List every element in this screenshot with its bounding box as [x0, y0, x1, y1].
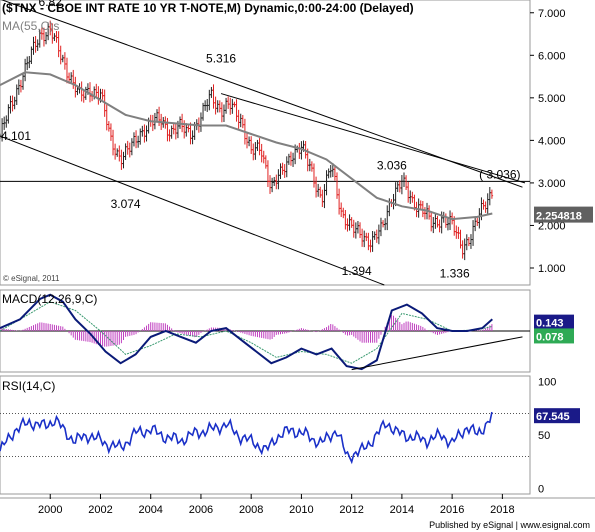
price-annotation: 4.101 — [1, 129, 31, 143]
x-tick-label: 2000 — [38, 504, 62, 516]
ma-legend: MA(55,C)s — [2, 19, 59, 33]
price-layer: 6.82 5.316 4.101 3.074 3.036 ( 3.036) 1.394 1.3… — [0, 0, 593, 286]
price-value-box — [534, 206, 593, 223]
price-annotation: 1.394 — [342, 264, 372, 278]
price-annotation: 3.074 — [111, 197, 141, 211]
price-ytick-label: 5.000 — [538, 93, 566, 105]
x-tick-label: 2002 — [88, 504, 112, 516]
trend-line-0 — [0, 0, 523, 188]
macd-trend-line — [351, 336, 523, 371]
price-ytick-label: 4.000 — [538, 135, 566, 147]
price-annotation: 3.036 — [377, 158, 407, 172]
rsi-ytick-label: 100 — [538, 376, 556, 388]
price-ytick-label: 2.000 — [538, 220, 566, 232]
x-tick-label: 2010 — [289, 504, 313, 516]
x-tick-label: 2012 — [339, 504, 363, 516]
x-tick-label: 2016 — [440, 504, 464, 516]
macd-signal-line — [0, 301, 493, 364]
price-value-label: 2.254818 — [536, 211, 582, 223]
price-annotation: ( 3.036) — [479, 167, 520, 181]
macd-line — [0, 293, 493, 371]
rsi-ytick-label: 0 — [538, 484, 544, 496]
x-tick-label: 2014 — [390, 504, 414, 516]
price-panel — [0, 0, 531, 286]
published-footer: Published by eSignal | www.esignal.com — [429, 520, 590, 530]
trend-line-2 — [220, 93, 526, 184]
rsi-ytick-label: 50 — [538, 430, 550, 442]
x-tick-label: 2004 — [138, 504, 162, 516]
copyright-text: © eSignal, 2011 — [3, 274, 60, 283]
axis-layer: 2000 2002 2004 2006 2008 2010 2012 2014 2016 2018 — [38, 494, 515, 516]
chart-title: ($TNX - CBOE INT RATE 10 YR T-NOTE,M) Dy… — [2, 1, 414, 15]
x-tick-label: 2008 — [239, 504, 263, 516]
price-annotation: 1.336 — [440, 267, 470, 281]
x-tick-label: 2018 — [490, 504, 514, 516]
rsi-line — [0, 411, 493, 465]
signal-value-label: 0.078 — [536, 331, 564, 343]
price-annotation: 5.316 — [206, 51, 236, 65]
rsi-panel — [0, 375, 531, 495]
rsi-value-label: 67.545 — [536, 411, 570, 423]
price-ytick-label: 6.000 — [538, 50, 566, 62]
macd-value-box — [534, 314, 574, 330]
x-tick-label: 2006 — [189, 504, 213, 516]
trend-line-1 — [0, 135, 385, 286]
rsi-legend: RSI(14,C) — [2, 379, 55, 393]
macd-legend: MACD(12,26,9,C) — [2, 292, 97, 306]
price-ytick-label: 1.000 — [538, 263, 566, 275]
price-annotation: 6.82 — [39, 0, 63, 9]
rsi-layer: 100 50 0 67.545 — [0, 376, 580, 496]
macd-value-label: 0.143 — [536, 318, 564, 330]
rsi-value-box — [534, 408, 580, 424]
price-ytick-label: 3.000 — [538, 178, 566, 190]
ma-line — [0, 71, 493, 221]
price-ytick-label: 7.000 — [538, 8, 566, 20]
signal-value-box — [534, 328, 574, 344]
